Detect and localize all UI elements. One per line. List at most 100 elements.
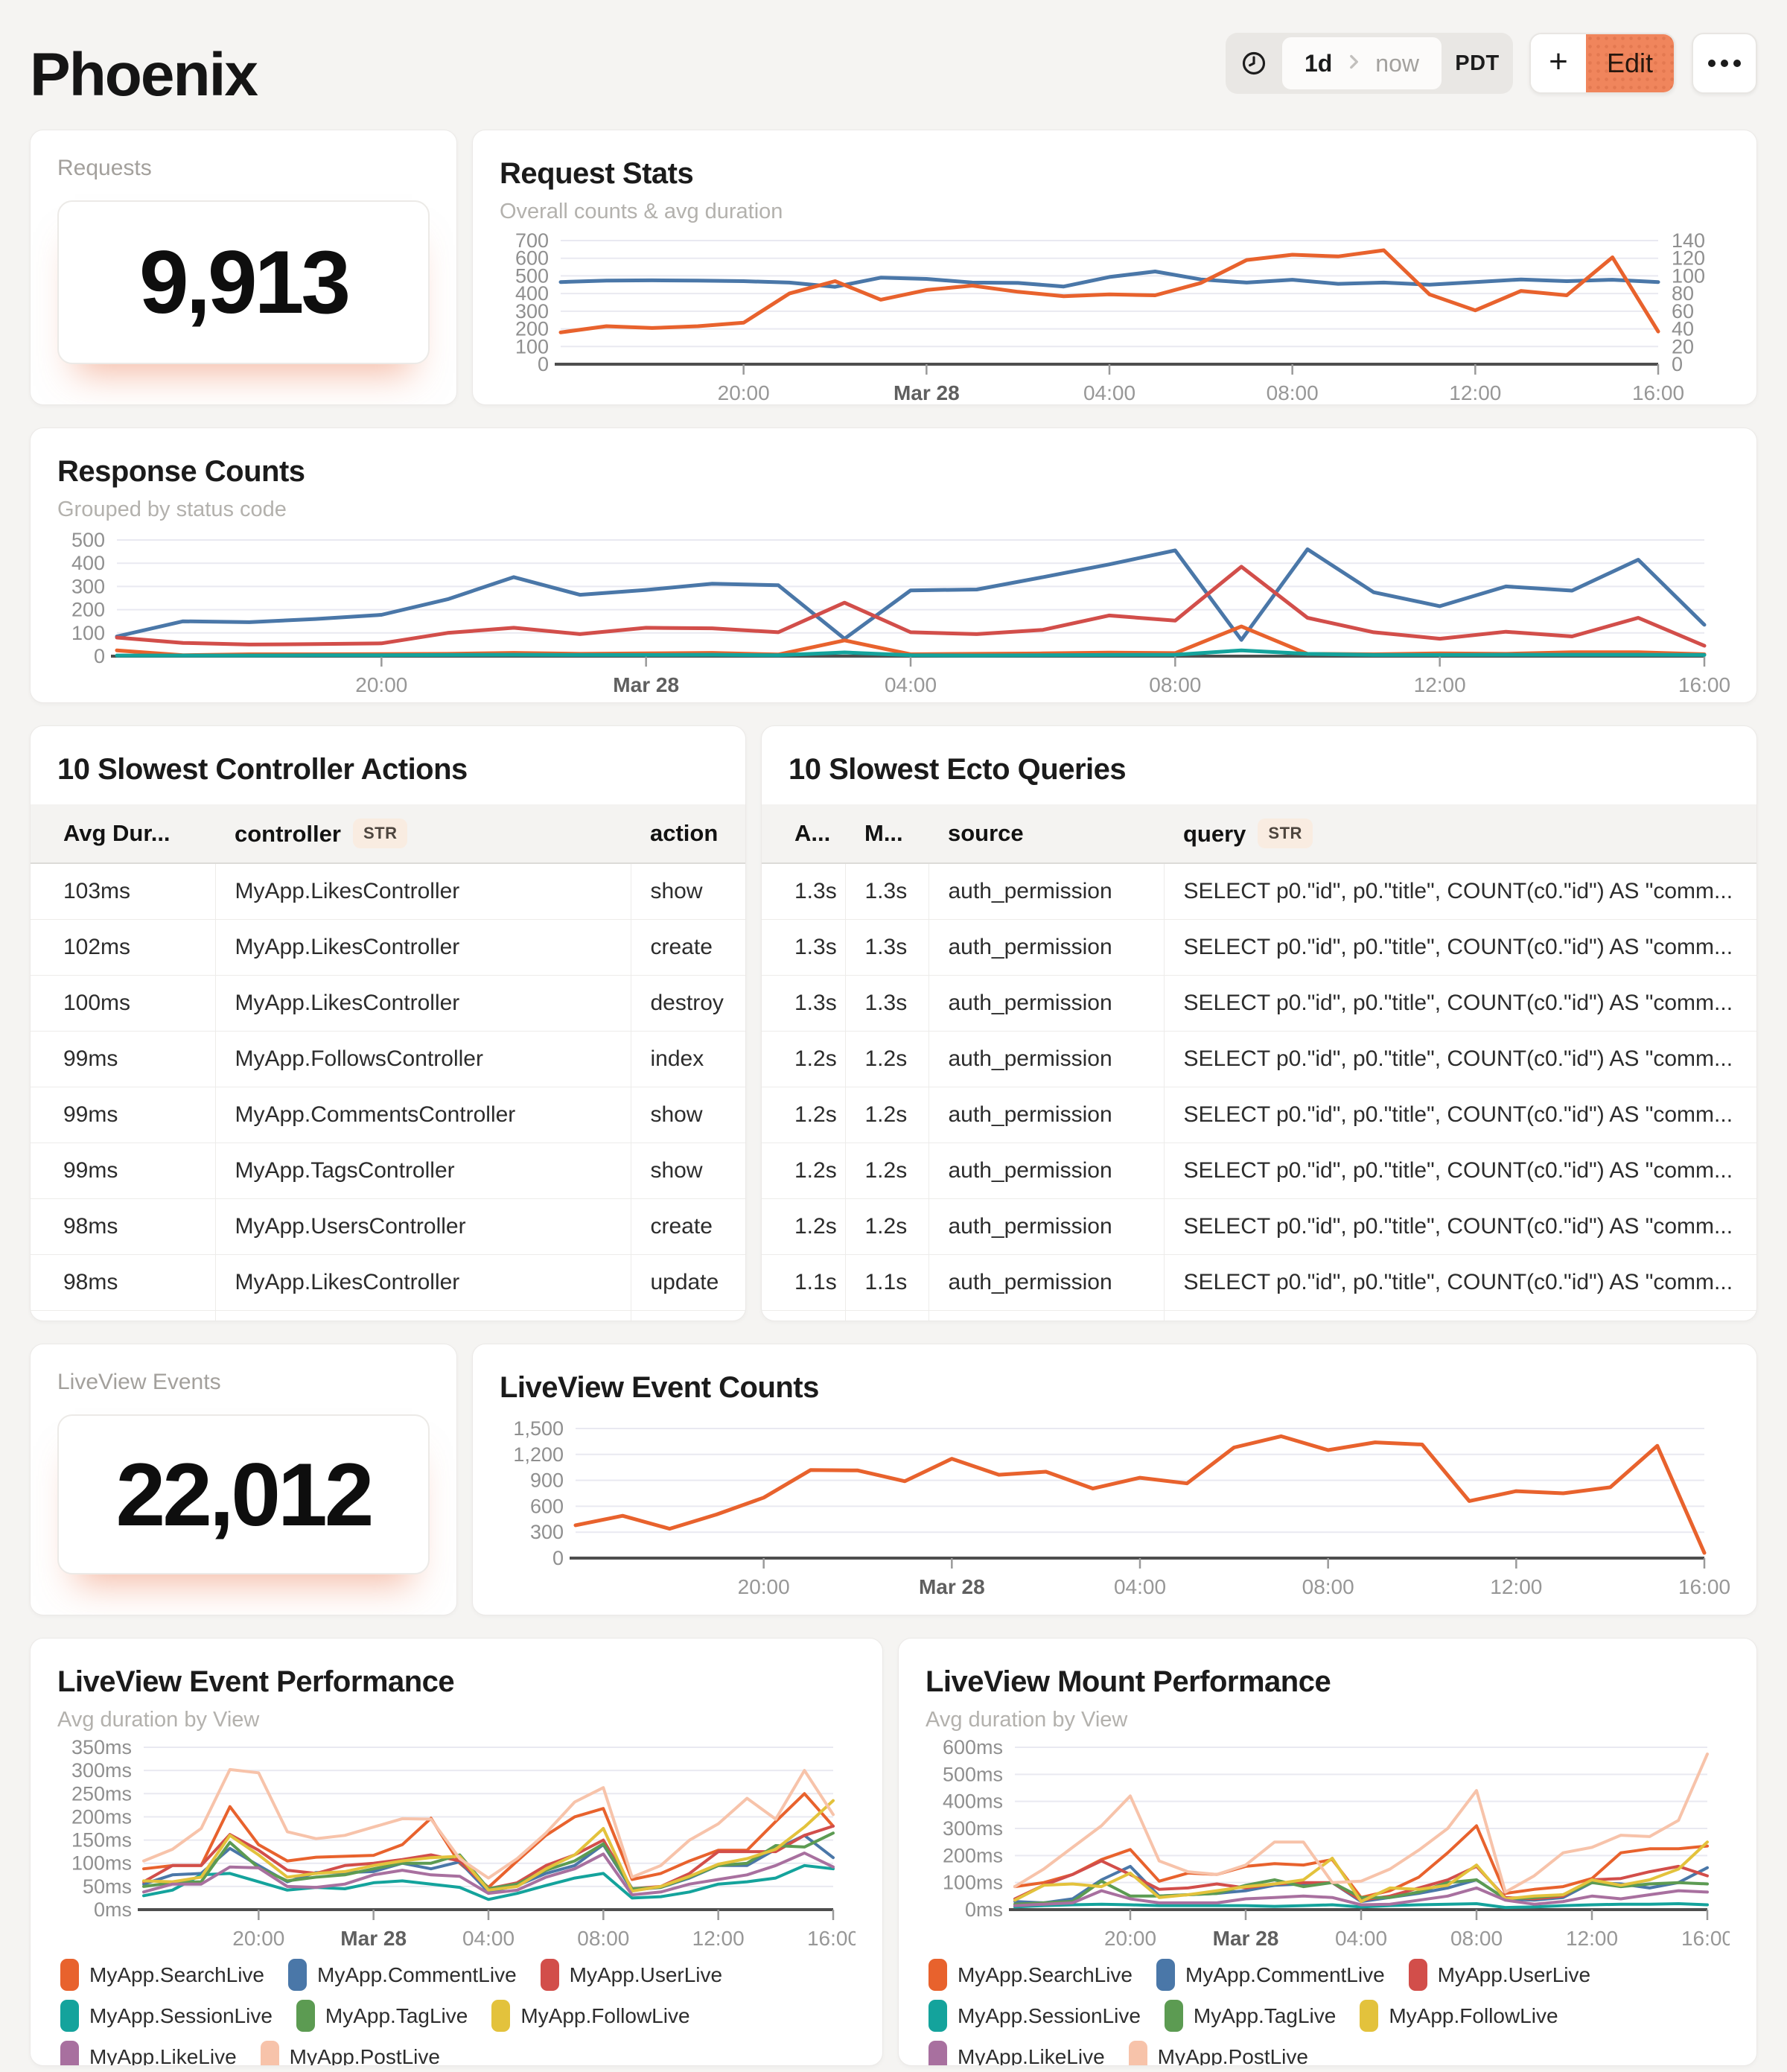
table-cell: MyApp.LikesController [214, 919, 631, 976]
legend-item-myapp-postlive[interactable]: MyApp.PostLive [1128, 2041, 1308, 2066]
series-line-myapp-followlive [142, 1799, 835, 1893]
legend-item-myapp-taglive[interactable]: MyApp.TagLive [1164, 2000, 1336, 2032]
table-cell: auth_permission [928, 1087, 1164, 1143]
table-row[interactable]: 103ms MyApp.LikesController show [31, 863, 745, 920]
legend-label: MyApp.LikeLive [89, 2044, 237, 2066]
table-row[interactable]: 1.2s 1.2s auth_permission SELECT p0."id", p… [762, 1198, 1756, 1255]
add-panel-button[interactable]: + [1531, 34, 1586, 92]
y-axis-label: 300 [530, 1521, 564, 1543]
x-axis-label: 12:00 [692, 1927, 745, 1948]
legend-item-myapp-likelive[interactable]: MyApp.LikeLive [60, 2041, 237, 2066]
time-range-from[interactable]: 1d [1304, 49, 1333, 77]
liveview-event-counts-chart: 0 300 600 900 1,200 1,500 20:00 Mar 28 04:00 08:0… [513, 1420, 1730, 1598]
y2-axis-label: 60 [1672, 300, 1694, 322]
legend-item-myapp-userlive[interactable]: MyApp.UserLive [540, 1959, 722, 1991]
table-cell: destroy [630, 1310, 745, 1321]
y-axis-label: 100 [515, 335, 549, 357]
legend-item-myapp-commentlive[interactable]: MyApp.CommentLive [288, 1959, 517, 1991]
series-line-avg-duration [558, 248, 1660, 334]
legend-item-myapp-followlive[interactable]: MyApp.FollowLive [1360, 2000, 1558, 2032]
legend-item-myapp-searchlive[interactable]: MyApp.SearchLive [60, 1959, 264, 1991]
table-row[interactable]: 1.3s 1.3s auth_permission SELECT p0."id", p… [762, 919, 1756, 976]
legend-item-myapp-followlive[interactable]: MyApp.FollowLive [491, 2000, 690, 2032]
table-row[interactable]: 102ms MyApp.LikesController create [31, 919, 745, 976]
y-axis-label: 300 [515, 300, 549, 322]
table-row[interactable]: 98ms MyApp.LikesController update [31, 1254, 745, 1311]
x-axis-label: 04:00 [1114, 1575, 1166, 1598]
y-axis-label: 150ms [71, 1829, 132, 1852]
table-cell: MyApp.UsersController [214, 1198, 631, 1255]
legend-item-myapp-postlive[interactable]: MyApp.PostLive [260, 2041, 440, 2065]
more-menu-button[interactable] [1692, 33, 1757, 94]
time-range-picker[interactable]: 1d now PDT [1225, 33, 1513, 94]
table-row[interactable]: 99ms MyApp.TagsController show [31, 1143, 745, 1199]
table-row[interactable]: 1.2s 1.2s auth_permission SELECT p0."id", p… [762, 1087, 1756, 1143]
legend-swatch [491, 2000, 511, 2032]
column-header-m-[interactable]: M... [845, 804, 928, 864]
column-header-controller[interactable]: controller STR [215, 804, 631, 864]
legend-item-myapp-commentlive[interactable]: MyApp.CommentLive [1156, 1959, 1385, 1991]
table-row[interactable]: 1.2s 1.2s auth_permission SELECT p0."id", p… [762, 1143, 1756, 1199]
table-row[interactable]: 98ms MyApp.UsersController create [31, 1198, 745, 1255]
legend-label: MyApp.SessionLive [89, 2003, 273, 2027]
column-header-label: A... [794, 820, 831, 846]
table-cell: destroy [630, 975, 745, 1032]
legend-item-myapp-likelive[interactable]: MyApp.LikeLive [928, 2041, 1105, 2065]
table-row[interactable]: 1.3s 1.3s auth_permission SELECT p0."id", p… [762, 863, 1756, 920]
y2-axis-label: 0 [1672, 353, 1683, 375]
table-cell: 98ms [31, 1254, 215, 1311]
liveview-events-count-value: 22,012 [115, 1444, 374, 1545]
legend-item-myapp-sessionlive[interactable]: MyApp.SessionLive [60, 2000, 273, 2032]
stat-box: 22,012 [57, 1414, 430, 1574]
clock-icon[interactable] [1226, 50, 1282, 77]
column-header-action[interactable]: action [631, 804, 745, 864]
response-counts-panel: Response Counts Grouped by status code 0… [30, 428, 1757, 703]
chevron-right-icon [1344, 50, 1363, 77]
time-range-to[interactable]: now [1375, 49, 1419, 77]
column-header-avg-dur-[interactable]: Avg Dur... [31, 804, 215, 864]
column-header-source[interactable]: source [928, 804, 1164, 864]
y2-axis-label: 120 [1672, 247, 1705, 270]
table-cell: 1.2s [762, 1198, 845, 1255]
table-row[interactable]: 97msMyApp.TagsControllerdestroy [31, 1310, 745, 1321]
table-row[interactable]: 1.1s 1.1s auth_permission SELECT p0."id", p… [762, 1254, 1756, 1311]
table-row[interactable]: 99ms MyApp.FollowsController index [31, 1031, 745, 1087]
legend-item-myapp-sessionlive[interactable]: MyApp.SessionLive [928, 2000, 1141, 2032]
legend-swatch [928, 1959, 947, 1991]
table-cell: SELECT p0."id", p0."title", COUNT(c0."id… [1163, 1310, 1756, 1321]
table-cell: MyApp.LikesController [214, 1254, 631, 1311]
legend-item-myapp-searchlive[interactable]: MyApp.SearchLive [928, 1959, 1133, 1991]
x-axis-label: Mar 28 [919, 1575, 985, 1598]
table-row[interactable]: 100ms MyApp.LikesController destroy [31, 975, 745, 1032]
legend-swatch [928, 2041, 947, 2065]
legend-item-myapp-userlive[interactable]: MyApp.UserLive [1408, 1959, 1590, 1991]
series-line-myapp-postlive [1013, 1752, 1709, 1894]
table-row[interactable]: 1.2s 1.2s auth_permission SELECT p0."id", p… [762, 1031, 1756, 1087]
legend-label: MyApp.PostLive [1157, 2044, 1308, 2066]
legend-swatch [1164, 2000, 1183, 2032]
table-cell: update [630, 1254, 745, 1311]
y-axis-label: 0 [538, 353, 549, 375]
table-cell: 1.3s [762, 863, 845, 920]
x-axis-label: 16:00 [1681, 1927, 1730, 1948]
table-cell: SELECT p0."id", p0."title", COUNT(c0."id… [1163, 1254, 1756, 1311]
table-row[interactable]: 1.3s 1.3s auth_permission SELECT p0."id", p… [762, 975, 1756, 1032]
stat-card-label: Requests [57, 156, 152, 180]
panel-title: Request Stats [500, 157, 694, 190]
time-range-value[interactable]: 1d now [1281, 37, 1442, 89]
table-row[interactable]: 99ms MyApp.CommentsController show [31, 1087, 745, 1143]
column-header-a-[interactable]: A... [762, 804, 845, 864]
table-cell: SELECT p0."id", p0."title", COUNT(c0."id… [1163, 863, 1756, 920]
table-row[interactable]: 1.1s1.1scms_pageSELECT p0."id", p0."titl… [762, 1310, 1756, 1321]
timezone-label[interactable]: PDT [1455, 51, 1500, 75]
edit-button[interactable]: Edit [1586, 34, 1674, 92]
legend-item-myapp-taglive[interactable]: MyApp.TagLive [296, 2000, 468, 2032]
legend-swatch [288, 1959, 308, 1991]
table-cell: 1.1s [844, 1254, 928, 1311]
x-axis-label: 04:00 [1083, 381, 1135, 404]
stat-box: 9,913 [57, 200, 430, 364]
y-axis-label: 400 [515, 282, 549, 305]
y-axis-label: 100ms [943, 1872, 1003, 1894]
page-title: Phoenix [30, 41, 258, 109]
column-header-query[interactable]: query STR [1164, 804, 1756, 864]
